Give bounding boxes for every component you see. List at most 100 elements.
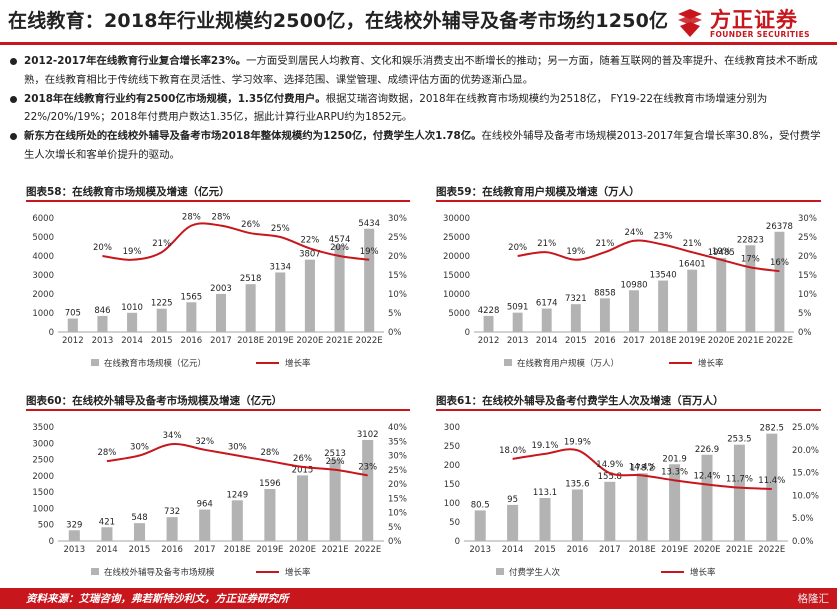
bar — [539, 498, 551, 541]
y-right-tick-label: 30% — [388, 452, 407, 462]
legend-bar-label: 付费学生人次 — [509, 567, 561, 578]
x-tick-label: 2015 — [565, 336, 587, 346]
y-right-tick-label: 0% — [388, 537, 402, 547]
y-right-tick-label: 20% — [388, 252, 407, 262]
line-data-label: 22% — [300, 235, 319, 245]
x-tick-label: 2014 — [536, 336, 558, 346]
y-right-tick-label: 25.0% — [792, 423, 819, 433]
bar-data-label: 329 — [66, 520, 82, 530]
y-right-tick-label: 15.0% — [792, 469, 819, 479]
y-left-tick-label: 0 — [49, 328, 54, 338]
bullet-item: 2012-2017年在线教育行业复合增长率23%。一方面受到居民人均教育、文化和… — [8, 52, 828, 90]
y-left-tick-label: 1000 — [32, 309, 54, 319]
bar — [766, 433, 778, 541]
bar — [658, 280, 669, 332]
growth-line — [102, 222, 370, 261]
y-left-tick-label: 150 — [444, 480, 460, 490]
y-right-tick-label: 30% — [798, 214, 817, 224]
y-right-tick-label: 35% — [388, 437, 407, 447]
chart-title-60: 图表60：在线校外辅导及备考市场规模及增速（亿元） — [26, 395, 283, 407]
legend-bar-swatch — [496, 568, 504, 575]
x-tick-label: 2021E — [326, 336, 353, 346]
bar-data-label: 6174 — [536, 299, 558, 309]
line-data-label: 21% — [152, 239, 171, 249]
line-data-label: 28% — [212, 213, 231, 223]
bullet-bold: 新东方在线所处的在线校外辅导及备考市场2018年整体规模约为1250亿，付费学生… — [24, 130, 482, 143]
bar-data-label: 2518 — [240, 274, 262, 284]
company-logo: 方正证券 FOUNDER SECURITIES — [676, 4, 834, 42]
line-data-label: 19% — [123, 247, 142, 257]
x-tick-label: 2020E — [693, 545, 720, 555]
bar — [264, 489, 276, 541]
source-note: 资料来源：艾瑞咨询，弗若斯特沙利文，方正证券研究所 — [26, 593, 289, 605]
bar — [199, 509, 211, 541]
x-tick-label: 2022E — [354, 545, 381, 555]
line-data-label: 21% — [595, 239, 614, 249]
bar-data-label: 732 — [164, 507, 180, 517]
legend-line-label: 增长率 — [690, 567, 716, 578]
bar — [629, 290, 639, 332]
bar-data-label: 19485 — [708, 248, 735, 258]
bar — [186, 302, 197, 332]
footer-bar — [0, 588, 837, 609]
bar — [733, 444, 745, 541]
x-tick-label: 2020E — [289, 545, 316, 555]
x-tick-label: 2015 — [534, 545, 556, 555]
bullet-dot-icon — [10, 58, 17, 65]
x-tick-label: 2017 — [194, 545, 216, 555]
line-data-label: 19.9% — [564, 437, 591, 447]
y-right-tick-label: 30% — [388, 214, 407, 224]
bullet-text: 根据艾瑞咨询数据，2018年在线教育市场规模约为2518亿， FY19-22在线… — [24, 92, 768, 124]
bar — [636, 473, 648, 541]
bar — [474, 510, 486, 541]
bar-data-label: 1249 — [226, 490, 248, 500]
bar-data-label: 26378 — [766, 222, 793, 232]
chart-60: 0 500 1000 1500 2000 2500 3000 3500 0% 5% 10% 15% 20… — [32, 423, 407, 578]
bar-data-label: 1225 — [151, 299, 173, 309]
bar-data-label: 10980 — [620, 280, 647, 290]
bar-data-label: 16401 — [679, 260, 706, 270]
header-divider — [0, 42, 837, 45]
bar-data-label: 7321 — [565, 294, 587, 304]
logo-subtext: FOUNDER SECURITIES — [710, 30, 810, 39]
x-tick-label: 2019E — [679, 336, 706, 346]
y-right-tick-label: 5% — [388, 523, 402, 533]
legend-bar-label: 在线校外辅导及备考市场规模 — [104, 567, 215, 578]
x-tick-label: 2013 — [507, 336, 529, 346]
bar — [133, 523, 146, 541]
x-tick-label: 2018E — [650, 336, 677, 346]
y-left-tick-label: 250 — [444, 442, 460, 452]
bar — [570, 304, 581, 332]
bar-data-label: 155.8 — [598, 472, 622, 482]
x-tick-label: 2020E — [708, 336, 735, 346]
growth-line — [106, 442, 368, 477]
line-data-label: 30% — [228, 443, 247, 453]
y-right-tick-label: 15% — [388, 494, 407, 504]
watermark: 格隆汇 — [797, 593, 830, 605]
y-right-tick-label: 40% — [388, 423, 407, 433]
bar — [364, 228, 375, 332]
y-right-tick-label: 0% — [388, 328, 402, 338]
y-left-tick-label: 0 — [49, 537, 54, 547]
x-tick-label: 2016 — [161, 545, 183, 555]
x-tick-label: 2016 — [594, 336, 616, 346]
bar — [97, 315, 108, 332]
bar-data-label: 113.1 — [533, 488, 557, 498]
bar-data-label: 201.9 — [662, 454, 686, 464]
x-tick-label: 2014 — [96, 545, 118, 555]
bar — [716, 257, 727, 332]
bar-data-label: 282.5 — [760, 424, 784, 434]
x-tick-label: 2015 — [129, 545, 151, 555]
x-tick-label: 2013 — [469, 545, 491, 555]
line-data-label: 20% — [330, 243, 349, 253]
y-left-tick-label: 1000 — [32, 504, 54, 514]
bar — [541, 308, 552, 332]
bullet-bold: 2012-2017年在线教育行业复合增长率23%。 — [24, 55, 247, 67]
chart-title-underline — [26, 200, 410, 202]
bar-data-label: 253.5 — [727, 435, 751, 445]
bar-data-label: 5091 — [507, 303, 529, 313]
bar — [245, 284, 256, 332]
bullet-dot-icon — [10, 133, 17, 141]
line-data-label: 25% — [271, 224, 290, 234]
line-data-label: 26% — [293, 454, 312, 464]
